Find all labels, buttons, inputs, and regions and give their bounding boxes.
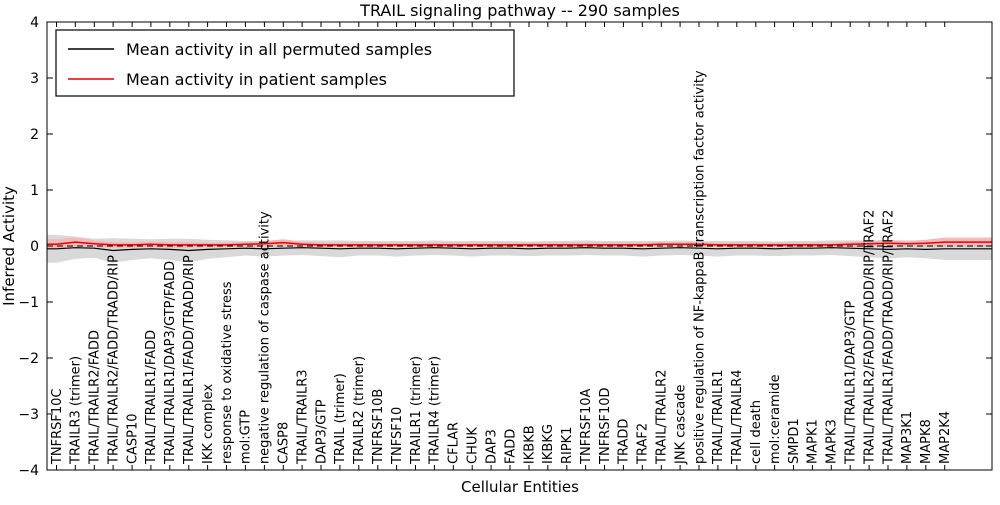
x-tick-label: mol:ceramide — [768, 374, 783, 464]
plot-area: −4 −3 −2 −1 0 1 2 3 4 TNFRSF10C TRAILR3 (trimer) TR… — [18, 15, 993, 479]
x-tick-label: CASP10 — [125, 413, 140, 464]
x-tick-label: FADD — [503, 429, 518, 464]
y-tick-label: −4 — [18, 463, 39, 479]
x-tick-label: TRAIL/TRAILR1/DAP3/GTP/FADD — [163, 261, 178, 465]
x-tick-label: negative regulation of caspase activity — [258, 211, 273, 464]
series-line — [47, 241, 992, 246]
x-tick-label: MAP2K4 — [938, 411, 953, 464]
x-tick-label: IKBKB — [522, 425, 537, 464]
x-tick-label: TNFSF10 — [390, 407, 405, 465]
x-tick-label: TRAIL/TRAILR1/FADD/TRADD/RIP — [182, 255, 197, 465]
x-tick-label: DAP3/GTP — [314, 399, 329, 464]
x-tick-label: TRAILR2 (trimer) — [352, 356, 367, 465]
y-tick-label: −2 — [18, 351, 39, 367]
x-tick-label: MAPK3 — [825, 419, 840, 464]
legend-label-permuted: Mean activity in all permuted samples — [126, 40, 432, 59]
x-tick-label: RIPK1 — [560, 427, 575, 465]
x-tick-label: CHUK — [465, 427, 480, 464]
y-tick-label: −1 — [18, 295, 39, 311]
y-axis-label: Inferred Activity — [0, 186, 18, 306]
x-tick-label: TRAIL/TRAILR2/FADD — [88, 330, 103, 465]
legend-label-patient: Mean activity in patient samples — [126, 70, 387, 89]
y-tick-label: 0 — [30, 239, 39, 255]
x-tick-label: DAP3 — [484, 429, 499, 464]
x-tick-label: TRAIL/TRAILR1/DAP3/GTP — [843, 300, 858, 465]
x-tick-label: TNFRSF10A — [579, 389, 594, 465]
x-tick-label: TRAIL/TRAILR1/FADD — [144, 330, 159, 465]
x-tick-label: TRAF2 — [636, 423, 651, 465]
legend: Mean activity in all permuted samples Me… — [55, 29, 515, 97]
x-tick-label: TRAIL/TRAILR2/FADD/TRADD/RIP/TRAF2 — [862, 210, 877, 465]
x-tick-label: cell death — [749, 400, 764, 464]
x-tick-label: TRAIL/TRAILR4 — [730, 369, 745, 465]
x-tick-label: TRAIL/TRAILR1 — [711, 369, 726, 465]
x-tick-label: SMPD1 — [787, 418, 802, 464]
y-tick-label: 2 — [30, 127, 39, 143]
x-tick-label: response to oxidative stress — [220, 281, 235, 464]
chart-title: TRAIL signaling pathway -- 290 samples — [359, 1, 680, 20]
x-tick-label: CFLAR — [447, 422, 462, 464]
x-tick-label: MAP3K1 — [900, 411, 915, 464]
x-tick-label: TNFRSF10B — [371, 389, 386, 465]
x-tick-label: TRAIL/TRAILR2/FADD/TRADD/RIP — [106, 255, 121, 465]
x-tick-label: TRAIL/TRAILR1/FADD/TRADD/RIP/TRAF2 — [881, 210, 896, 465]
x-tick-label: MAPK1 — [806, 419, 821, 464]
x-tick-label: TRAIL/TRAILR3 — [295, 369, 310, 465]
legend-box — [55, 29, 515, 97]
x-tick-label: MAPK8 — [919, 419, 934, 464]
x-tick-label: TNFRSF10C — [50, 389, 65, 466]
x-tick-label: TRAILR1 (trimer) — [409, 356, 424, 465]
x-tick-label: mol:GTP — [239, 410, 254, 464]
x-tick-label: IKBKG — [541, 424, 556, 464]
x-tick-label: TRAIL/TRAILR2 — [655, 370, 670, 466]
x-tick-label: TRAILR4 (trimer) — [428, 356, 443, 465]
x-tick-label: JNK cascade — [673, 384, 688, 464]
y-tick-label: 4 — [30, 15, 39, 31]
confidence-band — [47, 237, 992, 250]
x-tick-label: CASP8 — [277, 422, 292, 464]
series-line — [47, 247, 992, 252]
x-tick-label: TRADD — [617, 419, 632, 465]
x-tick-label: TRAILR3 (trimer) — [69, 356, 84, 465]
x-tick-label: IKK complex — [201, 384, 216, 464]
x-tick-label: TRAIL (trimer) — [333, 373, 348, 465]
x-tick-label: TNFRSF10D — [598, 387, 613, 464]
x-tick-label: positive regulation of NF-kappaB transcr… — [692, 70, 707, 464]
y-tick-label: −3 — [18, 407, 39, 423]
x-axis-label: Cellular Entities — [461, 478, 579, 496]
y-tick-label: 3 — [30, 71, 39, 87]
y-tick-label: 1 — [30, 183, 39, 199]
